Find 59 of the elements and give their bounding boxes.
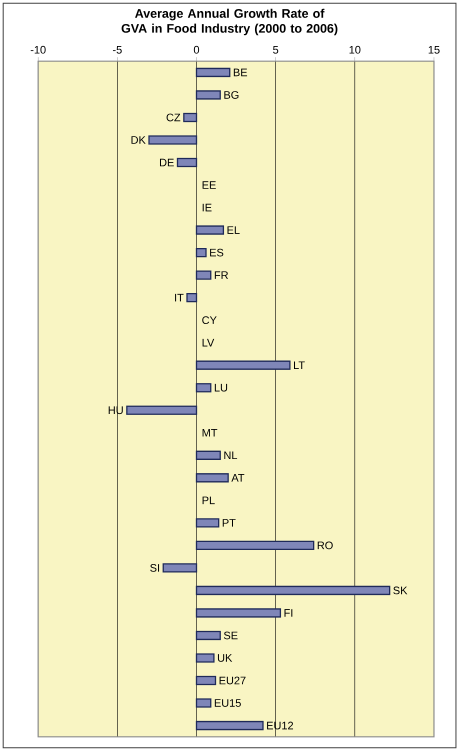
y-tick-label: DE — [160, 158, 174, 166]
chart-title: Average Annual Growth Rate of GVA in Food Industry (2000 to 2006) — [122, 8, 338, 36]
bar — [196, 383, 212, 392]
x-tick-label: 15 — [428, 46, 440, 54]
y-tick-label: EU27 — [220, 676, 246, 684]
y-tick-label: FI — [284, 609, 292, 617]
y-tick-label: AT — [231, 474, 244, 482]
y-tick-label: IT — [175, 294, 184, 302]
y-tick-label: PT — [222, 519, 236, 527]
bar — [196, 225, 224, 235]
y-tick-label: MT — [202, 429, 218, 437]
bar — [196, 68, 230, 78]
y-tick-label: CY — [202, 316, 217, 324]
y-tick-label: BG — [224, 91, 238, 99]
bar — [196, 450, 221, 460]
x-tick-label: 5 — [272, 46, 278, 54]
bar — [176, 158, 198, 168]
x-tick-label: 0 — [194, 46, 200, 54]
bar — [183, 112, 198, 122]
y-tick-label: PL — [202, 496, 215, 504]
bar — [196, 653, 214, 663]
y-tick-label: EU15 — [214, 699, 241, 707]
bar — [196, 270, 212, 280]
bar — [186, 292, 198, 302]
y-tick-label: ES — [210, 248, 224, 256]
bar — [196, 608, 281, 618]
bar — [196, 586, 390, 596]
bar — [196, 360, 290, 370]
y-tick-label: FR — [214, 271, 228, 279]
y-tick-label: LU — [214, 384, 228, 392]
y-tick-label: NL — [224, 452, 238, 460]
y-tick-label: EL — [227, 226, 240, 234]
y-tick-label: EE — [202, 181, 216, 189]
bar — [196, 698, 212, 708]
y-tick-label: SE — [224, 632, 238, 640]
bar — [196, 676, 216, 686]
y-tick-label: UK — [218, 654, 232, 662]
bar — [196, 248, 207, 258]
y-tick-label: LT — [294, 361, 305, 369]
bar — [162, 563, 198, 573]
y-tick-label: IE — [202, 204, 212, 212]
bar — [196, 540, 314, 550]
x-tick-label: 10 — [349, 46, 360, 54]
x-tick-label: -10 — [30, 46, 46, 54]
y-tick-label: SI — [150, 564, 159, 572]
bar — [196, 630, 221, 640]
y-tick-label: LV — [202, 338, 214, 346]
bar — [196, 90, 221, 100]
bar — [196, 473, 229, 482]
bar — [196, 518, 220, 528]
y-tick-label: SK — [393, 586, 408, 594]
y-tick-label: RO — [318, 542, 333, 550]
y-tick-label: CZ — [166, 114, 180, 122]
bar — [148, 135, 198, 145]
bar — [196, 720, 264, 730]
x-tick-label: -5 — [112, 46, 122, 54]
bar — [126, 406, 198, 415]
y-tick-label: DK — [131, 136, 146, 144]
y-tick-label: BE — [234, 68, 248, 76]
